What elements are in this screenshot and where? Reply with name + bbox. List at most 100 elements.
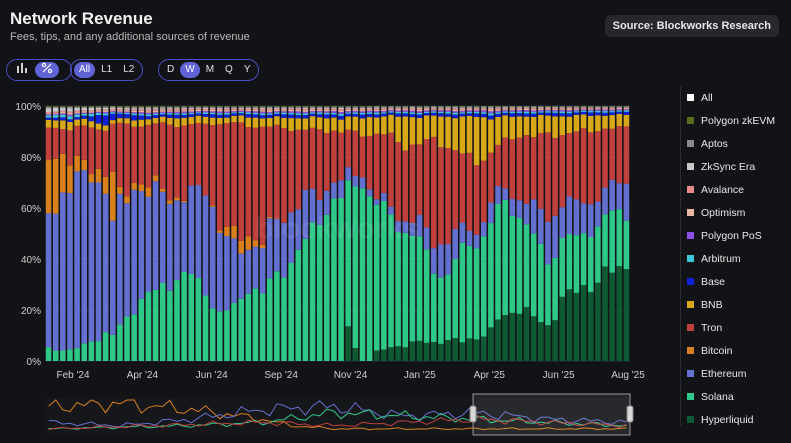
- source-badge[interactable]: Source: Blockworks Research: [604, 15, 779, 37]
- layer-filter: All L1 L2: [70, 59, 144, 81]
- bar-segment-zksync-era: [545, 107, 551, 109]
- bar-segment-base: [302, 115, 309, 119]
- bar-segment-polygon-pos: [566, 110, 573, 112]
- layer-option-l2[interactable]: L2: [123, 64, 135, 75]
- bar-segment-arbitrum: [502, 111, 508, 113]
- bar-segment-zksync-era: [373, 107, 380, 109]
- bar-segment-base: [488, 115, 494, 120]
- bar-segment-solana: [67, 349, 73, 361]
- bar-segment-arbitrum: [395, 111, 401, 114]
- bar-segment-solana: [502, 199, 508, 316]
- bar-segment-arbitrum: [438, 111, 444, 114]
- bar-segment-optimism: [174, 110, 180, 112]
- bar-segment-tron: [109, 123, 116, 172]
- bar-segment-zksync-era: [316, 107, 323, 109]
- period-option-q[interactable]: Q: [225, 64, 233, 75]
- legend-swatch: [687, 255, 694, 262]
- bar-segment-polygon-pos: [274, 111, 280, 113]
- legend-item-bnb[interactable]: BNB: [687, 293, 791, 316]
- bar-segment-optimism: [431, 109, 437, 111]
- bar-segment-hyperliquid: [466, 338, 473, 361]
- legend-item-polygon-zkevm[interactable]: Polygon zkEVM: [687, 109, 791, 132]
- bar-segment-hyperliquid: [495, 319, 501, 361]
- bar-segment-base: [224, 114, 230, 118]
- bar-segment-solana: [423, 249, 430, 343]
- legend-item-aptos[interactable]: Aptos: [687, 132, 791, 155]
- bar-segment-ethereum: [438, 244, 444, 278]
- bar-segment-tron: [102, 130, 109, 177]
- bar-chart-icon[interactable]: [10, 62, 34, 78]
- bar-segment-base: [566, 113, 573, 117]
- bar-segment-solana: [580, 233, 587, 286]
- bar-segment-base: [545, 112, 551, 116]
- bar-segment-solana: [124, 316, 130, 361]
- legend-item-hyperliquid[interactable]: Hyperliquid: [687, 408, 791, 431]
- bar-segment-avalance: [167, 109, 173, 111]
- bar-segment-aptos: [138, 106, 145, 109]
- bar-segment-optimism: [402, 109, 409, 111]
- bar-segment-avalance: [209, 108, 216, 110]
- bar-segment-hyperliquid: [416, 340, 423, 361]
- bar-segment-ethereum: [580, 203, 587, 234]
- legend-item-solana[interactable]: Solana: [687, 385, 791, 408]
- bar-segment-solana: [316, 224, 323, 361]
- layer-option-all[interactable]: All: [74, 62, 96, 78]
- bar-segment-avalance: [316, 108, 323, 111]
- bar-segment-ethereum: [566, 196, 573, 235]
- period-option-y[interactable]: Y: [243, 64, 251, 75]
- legend-item-zksync-era[interactable]: ZkSync Era: [687, 155, 791, 178]
- x-tick-label: Jun '25: [543, 370, 575, 381]
- bar-segment-polygon-pos: [266, 111, 273, 114]
- bar-segment-optimism: [466, 109, 473, 111]
- bar-segment-avalance: [402, 108, 409, 110]
- period-option-d[interactable]: D: [167, 64, 175, 75]
- bar-segment-tron: [488, 152, 494, 203]
- bar-segment-polygon-zkevm: [309, 106, 316, 107]
- bar-segment-solana: [616, 209, 623, 267]
- legend-item-base[interactable]: Base: [687, 270, 791, 293]
- bar-segment-tron: [224, 123, 230, 227]
- legend-item-all[interactable]: All: [687, 86, 791, 109]
- navigator-selection[interactable]: [469, 393, 634, 436]
- bar-segment-tron: [188, 124, 195, 186]
- bar-segment-base: [438, 113, 444, 117]
- legend-item-ethereum[interactable]: Ethereum: [687, 362, 791, 385]
- percent-icon[interactable]: [35, 62, 59, 78]
- x-tick-label: Apr '24: [127, 370, 159, 381]
- legend-item-tron[interactable]: Tron: [687, 316, 791, 339]
- bar-segment-avalance: [595, 107, 601, 109]
- bar-segment-zksync-era: [288, 108, 294, 109]
- bar-segment-aptos: [431, 106, 437, 108]
- bar-segment-bnb: [302, 118, 309, 130]
- legend-item-arbitrum[interactable]: Arbitrum: [687, 247, 791, 270]
- period-option-m[interactable]: M: [205, 64, 215, 75]
- bar-segment-polygon-pos: [259, 111, 266, 114]
- legend-item-avalance[interactable]: Avalance: [687, 178, 791, 201]
- bar-segment-solana: [167, 290, 173, 361]
- bar-segment-tron: [117, 122, 123, 187]
- legend-item-polygon-pos[interactable]: Polygon PoS: [687, 224, 791, 247]
- bar-segment-bnb: [124, 118, 130, 124]
- bar-segment-base: [530, 113, 537, 117]
- bar-segment-aptos: [67, 106, 73, 109]
- bar-segment-bnb: [502, 115, 508, 138]
- bar-segment-optimism: [145, 111, 152, 113]
- legend-item-optimism[interactable]: Optimism: [687, 201, 791, 224]
- bar-segment-polygon-pos: [281, 111, 287, 113]
- layer-option-l1[interactable]: L1: [101, 64, 113, 75]
- navigator-left-handle[interactable]: [469, 405, 477, 423]
- bar-segment-arbitrum: [217, 113, 223, 115]
- bar-segment-ethereum: [74, 171, 80, 349]
- bar-segment-solana: [566, 234, 573, 290]
- legend-item-bitcoin[interactable]: Bitcoin: [687, 339, 791, 362]
- bar-segment-aptos: [316, 106, 323, 108]
- bar-segment-arbitrum: [181, 113, 187, 115]
- x-tick-label: Jan '25: [404, 370, 436, 381]
- bar-segment-ethereum: [616, 183, 623, 210]
- bar-segment-optimism: [252, 109, 259, 112]
- bar-segment-polygon-pos: [552, 109, 558, 112]
- bar-segment-tron: [259, 126, 266, 245]
- navigator-right-handle[interactable]: [626, 405, 634, 423]
- bar-segment-ethereum: [488, 202, 494, 224]
- period-option-w[interactable]: W: [180, 62, 200, 78]
